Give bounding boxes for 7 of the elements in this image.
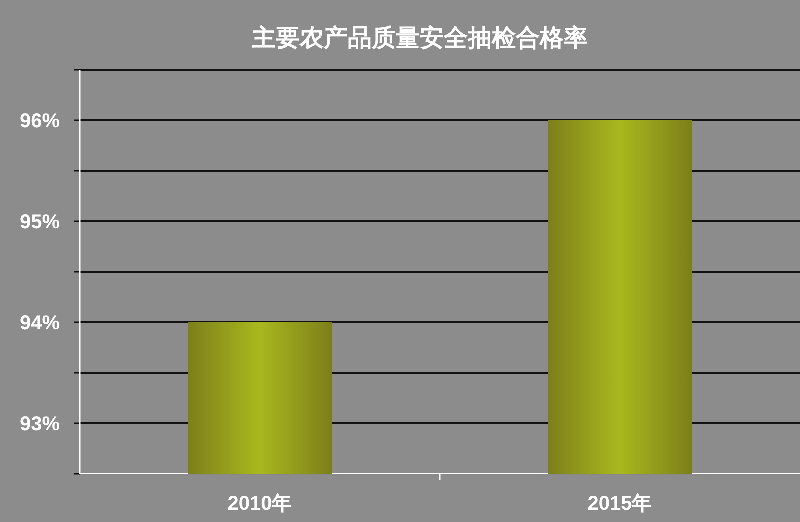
y-tick-label: 93%	[20, 414, 60, 436]
y-tick-label: 96%	[20, 110, 60, 132]
chart-title: 主要农产品质量安全抽检合格率	[251, 24, 588, 52]
x-tick-label: 2015年	[588, 493, 652, 515]
y-tick-label: 94%	[20, 312, 60, 334]
x-tick-label: 2010年	[228, 493, 292, 515]
y-tick-label: 95%	[20, 212, 60, 234]
